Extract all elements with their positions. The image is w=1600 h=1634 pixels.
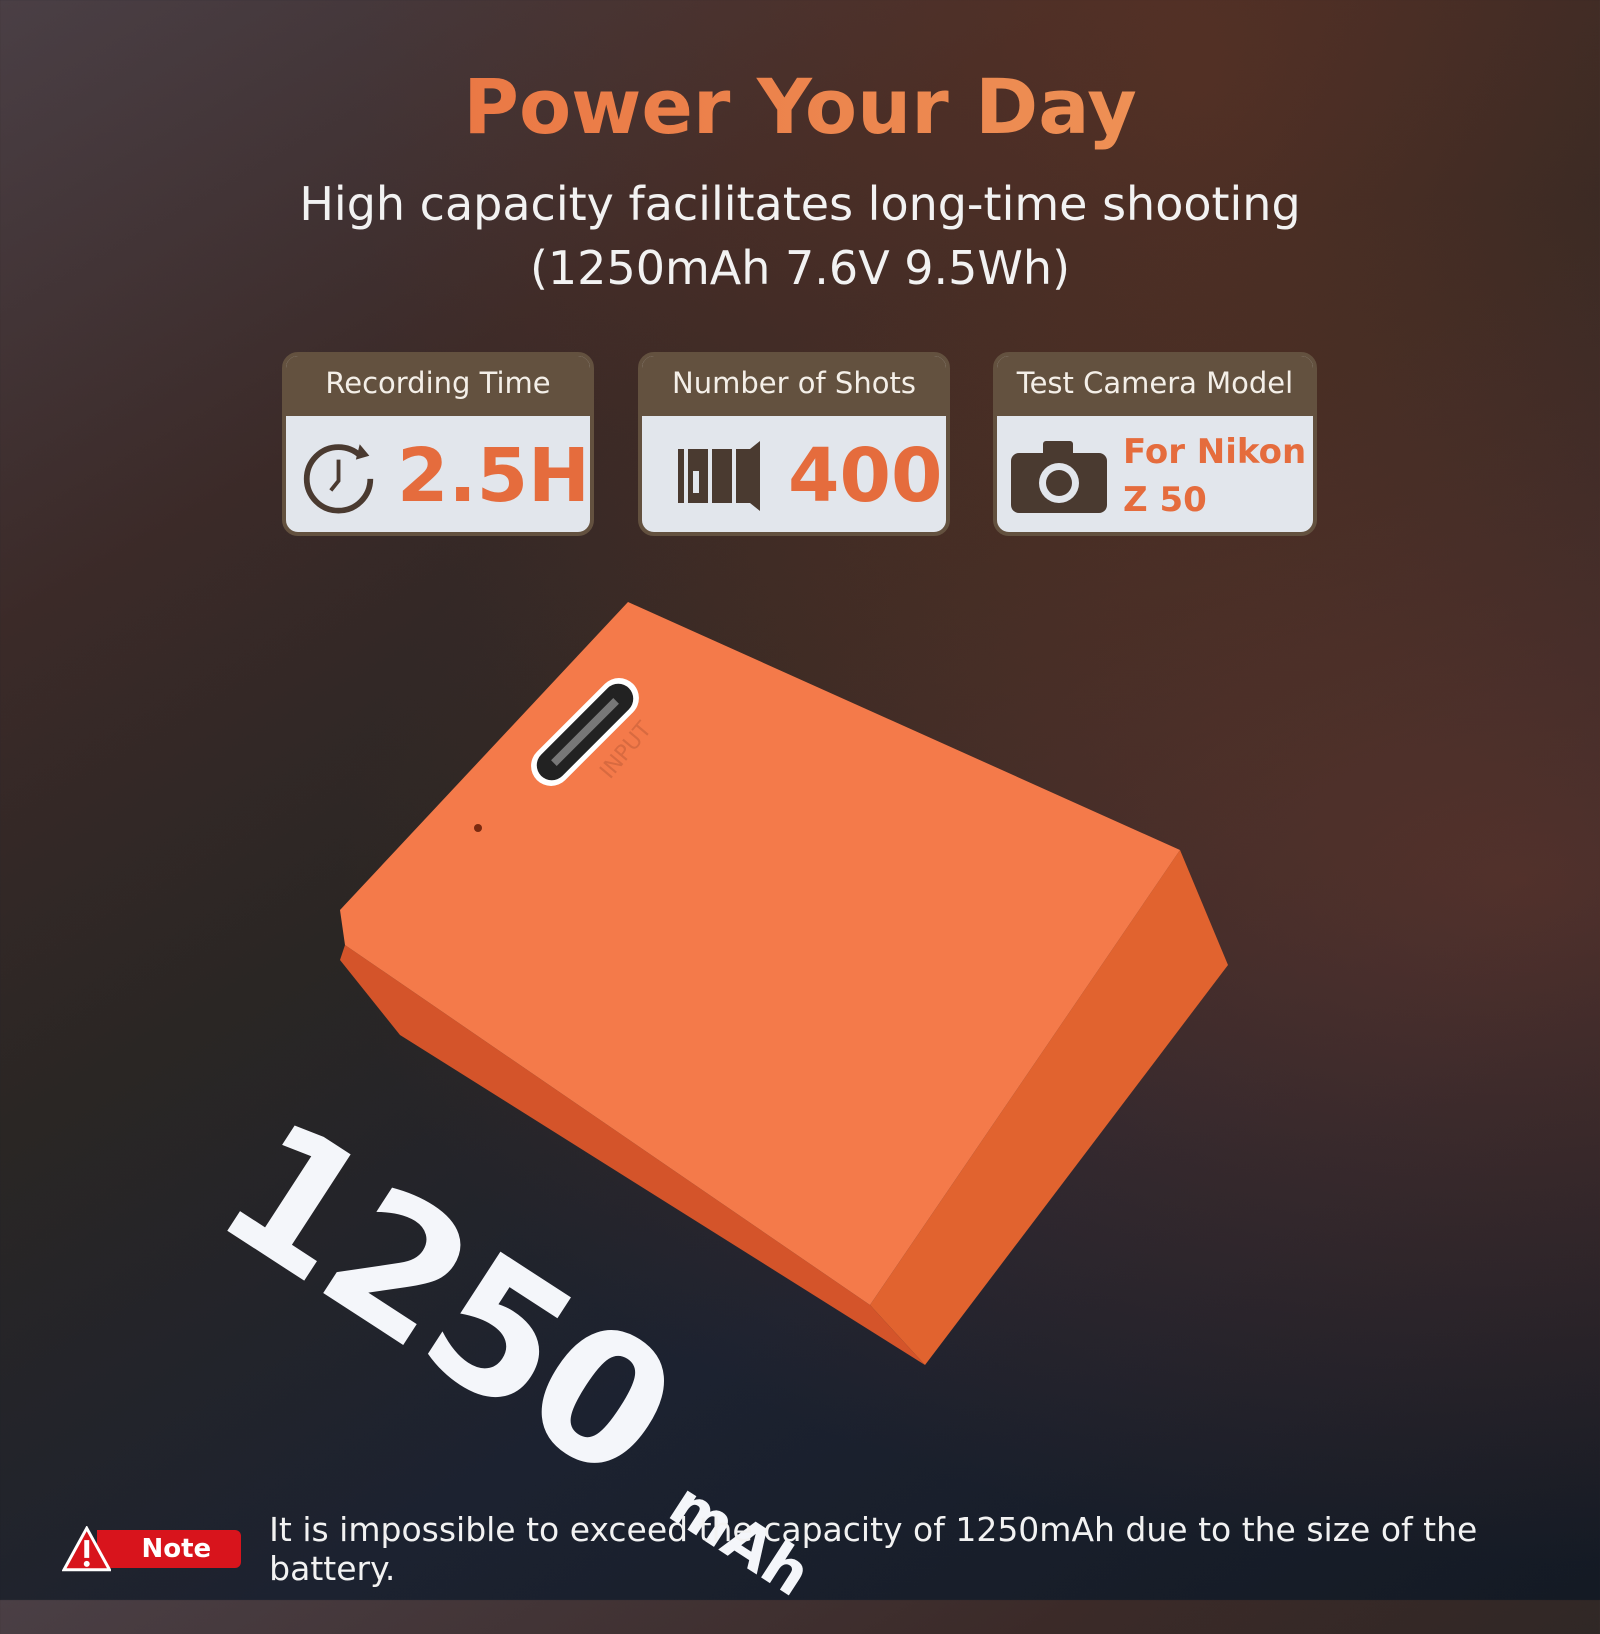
camera-icon bbox=[1011, 441, 1107, 513]
note-badge: Note bbox=[97, 1530, 242, 1568]
subtitle: High capacity facilitates long-time shoo… bbox=[0, 172, 1600, 300]
note-bar: Note It is impossible to exceed the capa… bbox=[62, 1510, 1600, 1588]
model-line-1: For Nikon bbox=[1123, 432, 1307, 472]
subtitle-line-2: (1250mAh 7.6V 9.5Wh) bbox=[529, 241, 1071, 295]
shutter-icon bbox=[678, 441, 760, 511]
model-line-2: Z 50 bbox=[1123, 480, 1207, 520]
stopwatch-icon bbox=[303, 444, 374, 514]
card-label: Test Camera Model bbox=[997, 356, 1313, 416]
number-of-shots-card: Number of Shots 400 bbox=[638, 352, 950, 536]
subtitle-line-1: High capacity facilitates long-time shoo… bbox=[299, 177, 1301, 231]
page-title: Power Your Day bbox=[0, 62, 1600, 151]
note-text: It is impossible to exceed the capacity … bbox=[269, 1510, 1478, 1588]
card-label: Recording Time bbox=[286, 356, 590, 416]
note-badge-label: Note bbox=[141, 1534, 212, 1564]
card-label: Number of Shots bbox=[642, 356, 946, 416]
battery-image: INPUT bbox=[340, 602, 1228, 1365]
camera-model-card: Test Camera Model For Nikon Z 50 bbox=[993, 352, 1317, 536]
battery-bottom-face bbox=[340, 945, 925, 1365]
usb-c-port bbox=[531, 678, 639, 786]
battery-side-face bbox=[870, 850, 1228, 1365]
shots-value: 400 bbox=[788, 433, 943, 519]
led-indicator bbox=[474, 824, 482, 832]
warning-icon bbox=[62, 1526, 112, 1572]
recording-time-value: 2.5H bbox=[396, 433, 590, 519]
recording-time-card: Recording Time 2.5H bbox=[282, 352, 594, 536]
